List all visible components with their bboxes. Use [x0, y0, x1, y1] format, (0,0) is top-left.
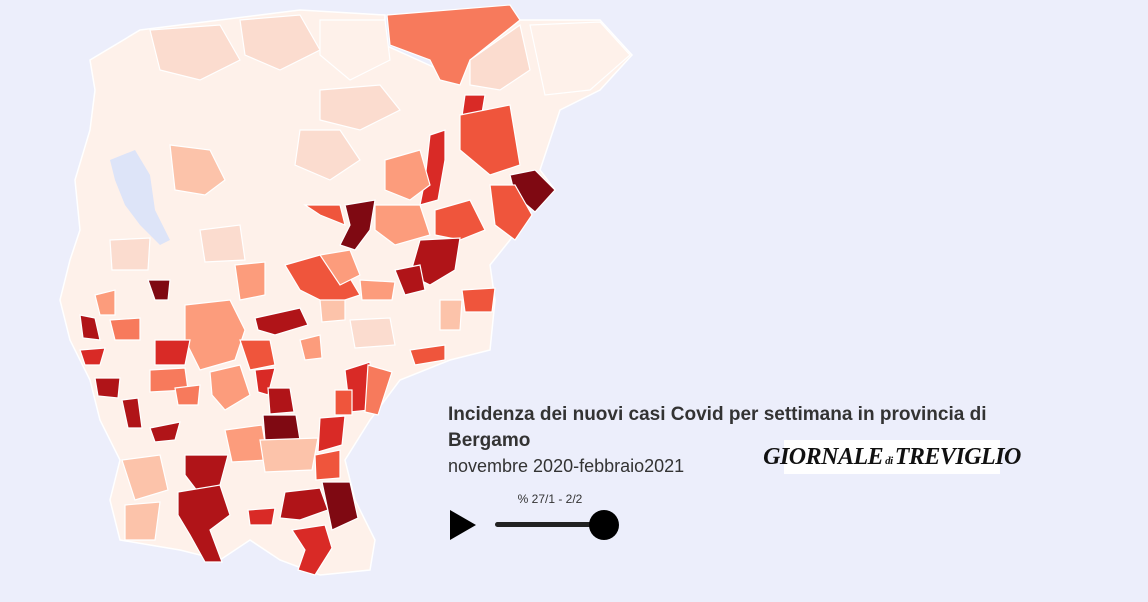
municipality: [409, 344, 446, 366]
municipality: [318, 249, 361, 286]
municipality: [303, 204, 346, 226]
play-button[interactable]: [450, 510, 476, 540]
municipality: [174, 384, 201, 406]
municipality: [199, 224, 246, 263]
municipality: [317, 415, 346, 453]
municipality: [154, 339, 191, 366]
municipality: [79, 314, 101, 341]
municipality: [279, 487, 329, 521]
municipality: [374, 204, 431, 246]
municipality: [290, 524, 333, 576]
municipality: [349, 317, 396, 349]
municipality: [529, 21, 631, 96]
municipality: [319, 84, 401, 131]
municipality: [394, 264, 426, 296]
municipality: [209, 364, 251, 411]
municipality: [109, 237, 151, 271]
lake-iseo-shape: [110, 150, 170, 245]
municipality: [79, 347, 106, 366]
time-slider-track[interactable]: [495, 522, 605, 527]
municipality: [94, 377, 121, 399]
map-title-block: Incidenza dei nuovi casi Covid per setti…: [448, 402, 1048, 477]
time-slider-handle[interactable]: [589, 510, 619, 540]
municipality: [234, 261, 266, 301]
municipality: [461, 287, 496, 313]
municipality: [121, 397, 143, 429]
bergamo-province-choropleth-map: [59, 4, 634, 576]
municipality: [386, 4, 521, 86]
logo-part-1: GIORNALE: [763, 443, 884, 470]
municipality: [262, 414, 301, 441]
map-title: Incidenza dei nuovi casi Covid per setti…: [448, 404, 987, 451]
municipality: [259, 437, 319, 473]
logo-part-3: TREVIGLIO: [894, 443, 1022, 470]
municipality: [254, 307, 309, 336]
logo-part-2: di: [885, 455, 893, 467]
map-subtitle: novembre 2020-febbraio2021: [448, 456, 685, 476]
municipality: [294, 129, 361, 181]
municipality: [469, 23, 531, 91]
municipality: [334, 389, 353, 416]
municipality: [364, 364, 393, 416]
municipality: [124, 501, 161, 541]
municipality: [321, 481, 359, 531]
municipality: [177, 484, 231, 563]
municipality: [314, 449, 341, 481]
municipality: [267, 387, 295, 415]
municipality: [459, 104, 521, 176]
municipality: [239, 14, 321, 71]
municipality: [247, 507, 276, 526]
municipality: [149, 24, 241, 81]
municipality: [149, 421, 181, 443]
municipalities: [79, 4, 631, 576]
municipality: [147, 279, 171, 301]
municipality: [319, 19, 391, 81]
municipality: [169, 144, 226, 196]
municipality: [439, 299, 463, 331]
municipality: [299, 334, 323, 361]
municipality: [319, 299, 346, 323]
municipality: [239, 339, 276, 371]
municipality: [489, 184, 533, 241]
municipality: [384, 149, 431, 201]
municipality: [109, 317, 141, 341]
municipality: [434, 199, 486, 241]
municipality: [339, 199, 376, 251]
time-slider-label: % 27/1 - 2/2: [517, 492, 583, 506]
giornale-di-treviglio-logo: GIORNALE di TREVIGLIO: [763, 440, 1021, 474]
municipality: [359, 279, 396, 301]
municipality: [94, 289, 116, 316]
municipality: [121, 454, 169, 501]
